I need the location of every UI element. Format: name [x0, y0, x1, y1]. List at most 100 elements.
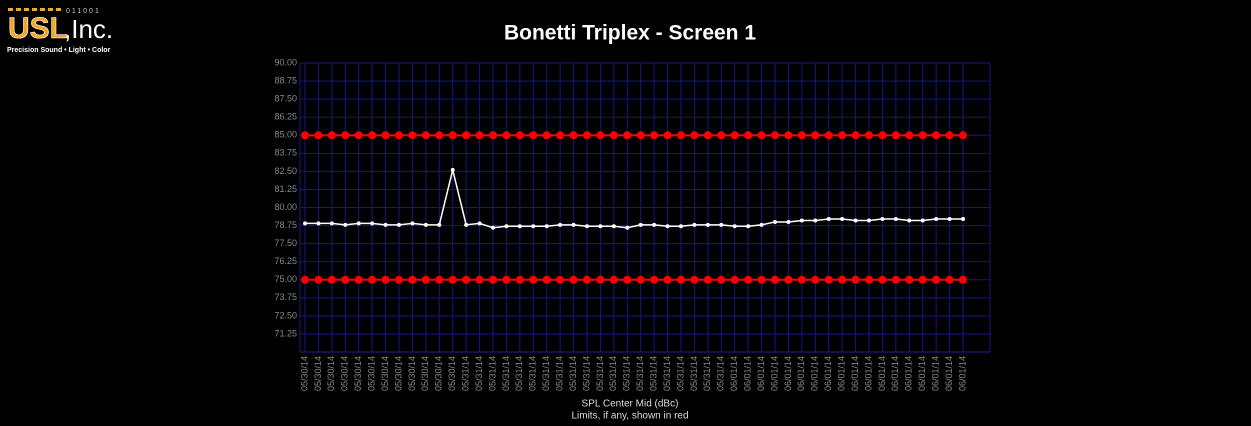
point	[316, 221, 321, 226]
point	[757, 131, 766, 140]
point	[679, 224, 683, 229]
y-tick-label: 76.25	[274, 256, 297, 266]
x-tick-label: 05/31/14	[635, 356, 645, 391]
x-tick-label: 06/01/14	[917, 356, 927, 391]
x-tick-label: 05/31/14	[541, 356, 551, 391]
chart-title: Bonetti Triplex - Screen 1	[504, 22, 756, 45]
point	[623, 275, 632, 284]
x-tick-label: 05/31/14	[595, 356, 605, 391]
point	[880, 217, 885, 222]
point	[746, 224, 751, 229]
x-tick-label: 06/01/14	[743, 356, 753, 391]
point	[826, 217, 831, 222]
point	[464, 222, 469, 227]
x-tick-label: 06/01/14	[837, 356, 847, 391]
point	[381, 131, 390, 140]
point	[437, 222, 442, 227]
point	[329, 221, 334, 226]
point	[959, 131, 967, 140]
x-tick-label: 06/01/14	[783, 356, 793, 391]
point	[905, 131, 914, 140]
point	[477, 221, 482, 226]
point	[690, 131, 699, 140]
point	[797, 131, 806, 140]
point	[598, 224, 603, 229]
x-tick-label: 05/31/14	[608, 356, 618, 391]
point	[784, 275, 793, 284]
x-tick-label: 05/30/14	[380, 356, 390, 391]
point	[959, 275, 967, 284]
point	[744, 275, 753, 284]
point	[596, 275, 605, 284]
point	[907, 218, 912, 223]
point	[918, 131, 927, 140]
logo-tagline: Precision Sound • Light • Color	[7, 47, 111, 54]
point	[771, 275, 779, 284]
point	[531, 224, 536, 229]
point	[719, 222, 724, 227]
x-tick-label: 05/30/14	[447, 356, 457, 391]
point	[435, 275, 444, 284]
point	[838, 275, 847, 284]
y-tick-label: 90.00	[274, 57, 297, 67]
point	[891, 275, 900, 284]
point	[489, 275, 497, 284]
point	[665, 224, 670, 229]
x-tick-label: 05/31/14	[474, 356, 484, 391]
point	[504, 224, 509, 229]
point	[865, 131, 873, 140]
point	[491, 225, 495, 230]
point	[757, 275, 766, 284]
point	[811, 131, 820, 140]
point	[341, 131, 350, 140]
point	[354, 275, 363, 284]
x-tick-label: 05/31/14	[461, 356, 471, 391]
point	[381, 275, 390, 284]
point	[730, 131, 739, 140]
y-tick-label: 75.00	[274, 274, 297, 284]
x-tick-label: 06/01/14	[957, 356, 967, 391]
point	[853, 218, 858, 223]
x-tick-label: 06/01/14	[769, 356, 779, 391]
point	[596, 131, 605, 140]
point	[448, 275, 457, 284]
logo: USL ,Inc. 011001 Precision Sound • Light…	[7, 8, 113, 54]
point	[891, 131, 900, 140]
point	[448, 131, 457, 140]
point	[314, 131, 323, 140]
y-tick-label: 86.25	[274, 112, 297, 122]
point	[732, 224, 737, 229]
x-tick-label: 05/31/14	[622, 356, 632, 391]
point	[945, 275, 954, 284]
x-tick-label: 06/01/14	[863, 356, 873, 391]
x-tick-label: 05/31/14	[514, 356, 524, 391]
x-tick-label: 05/31/14	[555, 356, 565, 391]
point	[327, 131, 336, 140]
y-tick-label: 78.75	[274, 220, 297, 230]
x-tick-label: 05/31/14	[487, 356, 497, 391]
point	[786, 219, 791, 224]
point	[583, 131, 591, 140]
point	[824, 131, 833, 140]
point	[356, 221, 361, 226]
x-tick-label: 05/30/14	[340, 356, 350, 391]
point	[475, 131, 484, 140]
point	[759, 222, 764, 227]
point	[395, 275, 403, 284]
point	[450, 167, 455, 172]
point	[692, 222, 697, 227]
x-tick-label: 06/01/14	[904, 356, 914, 391]
point	[343, 222, 348, 227]
point	[571, 222, 576, 227]
x-tick-label: 05/31/14	[689, 356, 699, 391]
point	[475, 275, 484, 284]
point	[878, 131, 887, 140]
y-tick-label: 72.50	[274, 310, 297, 320]
point	[799, 218, 804, 223]
point	[585, 224, 589, 229]
x-tick-label: 05/31/14	[675, 356, 685, 391]
point	[677, 275, 685, 284]
point	[341, 275, 350, 284]
point	[947, 217, 952, 222]
